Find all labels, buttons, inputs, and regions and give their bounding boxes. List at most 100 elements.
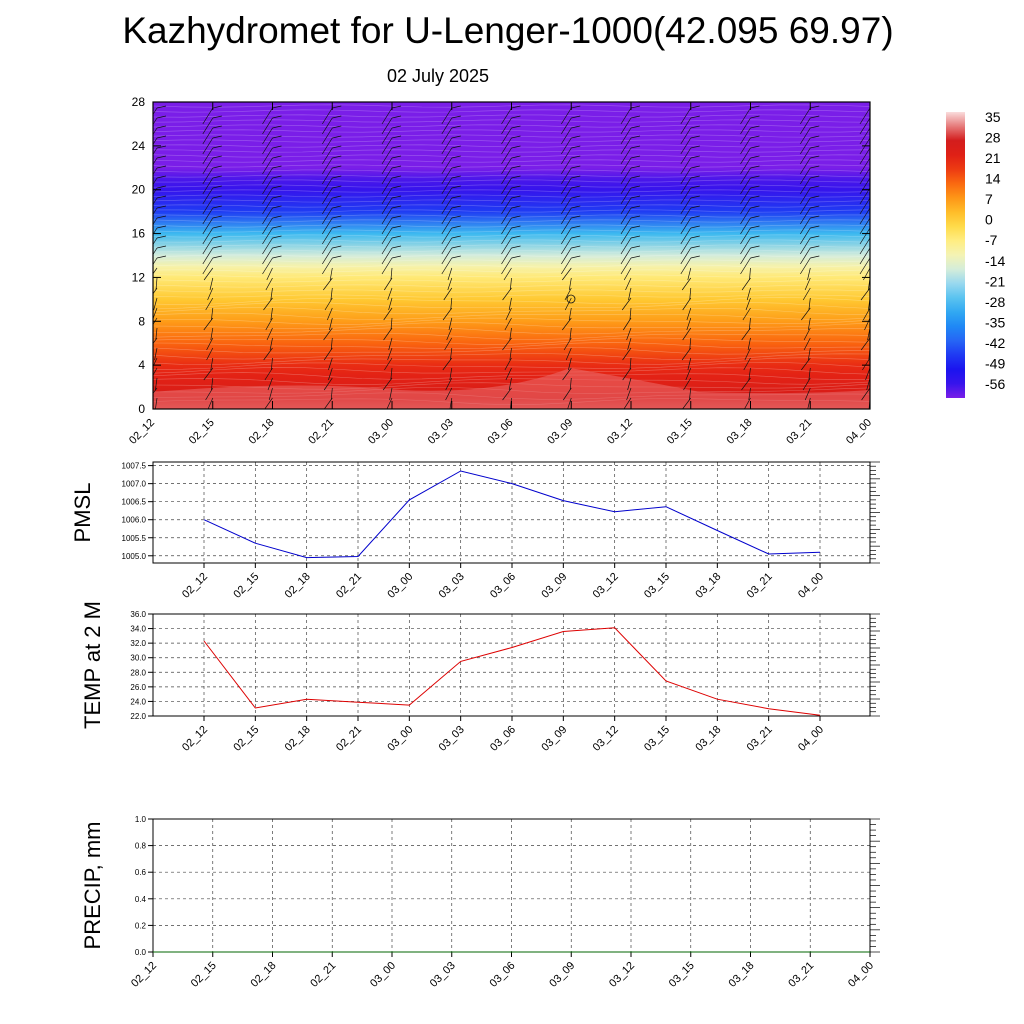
wind-barb xyxy=(620,215,641,235)
wind-barb xyxy=(441,105,461,125)
contour-line xyxy=(153,254,870,258)
wind-barb xyxy=(329,317,333,331)
wind-barb xyxy=(263,347,273,361)
wind-barb xyxy=(322,105,342,125)
wind-barb xyxy=(740,145,760,165)
panel-frame xyxy=(152,461,871,564)
wind-barb xyxy=(620,225,641,245)
wind-barb xyxy=(561,165,581,185)
wind-barb xyxy=(501,185,521,205)
contour-line xyxy=(153,264,870,268)
wind-barb xyxy=(501,145,521,165)
wind-barb xyxy=(682,297,692,311)
wind-barb xyxy=(501,125,521,145)
wind-barb xyxy=(330,387,333,401)
colorbar-label: 14 xyxy=(985,171,1001,187)
wind-barb xyxy=(153,245,167,256)
wind-barb xyxy=(262,145,282,165)
wind-barb xyxy=(153,357,158,368)
wind-barb xyxy=(450,297,453,311)
wind-barb xyxy=(447,277,453,291)
x-tick-label: 02_12 xyxy=(180,724,210,754)
wind-barb xyxy=(202,205,222,225)
y-tick-label: 1.0 xyxy=(135,815,147,824)
wind-barb xyxy=(441,255,461,275)
wind-barb xyxy=(381,195,402,215)
wind-barb xyxy=(561,225,581,245)
wind-barb xyxy=(800,135,820,155)
wind-barb xyxy=(804,387,811,401)
contour-line xyxy=(153,362,870,370)
wind-barb xyxy=(740,255,760,275)
y-tick-label: 1006.0 xyxy=(122,516,147,525)
wind-barb xyxy=(210,357,214,371)
panel-frame xyxy=(152,613,871,717)
wind-barb xyxy=(800,255,820,275)
wind-barb xyxy=(442,357,453,371)
wind-barb xyxy=(743,357,751,371)
wind-barb xyxy=(207,287,214,301)
x-tick-label: 03_12 xyxy=(607,960,637,990)
wind-barb xyxy=(269,337,273,351)
wind-barb xyxy=(262,185,282,205)
wind-barb xyxy=(563,387,572,401)
x-tick-label: 03_03 xyxy=(437,724,467,754)
wind-barb xyxy=(859,247,870,265)
wind-barb xyxy=(864,317,870,331)
wind-barb xyxy=(859,237,870,255)
wind-barb xyxy=(682,397,692,409)
wind-barb xyxy=(262,205,282,225)
wind-barb xyxy=(800,205,820,225)
wind-barb xyxy=(628,287,632,301)
wind-barb xyxy=(744,347,751,361)
wind-barb xyxy=(568,277,572,291)
wind-barb xyxy=(441,235,461,255)
wind-barb xyxy=(681,277,692,291)
y-tick-label: 34.0 xyxy=(130,625,146,634)
wind-barb xyxy=(740,225,760,245)
wind-barb xyxy=(807,347,811,361)
x-tick-label: 04_00 xyxy=(846,960,876,990)
wind-barb xyxy=(441,225,461,245)
wind-barb xyxy=(680,105,700,125)
y-tick-label: 1005.0 xyxy=(122,552,147,561)
colorbar-label: -49 xyxy=(985,355,1005,371)
y-tick-label: 36.0 xyxy=(130,610,146,619)
wind-barb xyxy=(441,215,461,235)
contour-line xyxy=(153,199,870,203)
wind-barb xyxy=(389,387,393,401)
wind-barb xyxy=(562,317,572,331)
wind-barb xyxy=(202,215,222,235)
wind-barb xyxy=(153,387,158,394)
wind-barb xyxy=(446,327,453,341)
wind-barb xyxy=(211,307,214,321)
wind-barb xyxy=(501,165,521,185)
wind-barb xyxy=(501,175,521,195)
wind-barb xyxy=(561,185,581,205)
colorbar-label: 7 xyxy=(985,191,993,207)
wind-barb xyxy=(322,205,342,225)
right-axis-ticks xyxy=(870,613,880,717)
contour-line xyxy=(153,312,870,320)
wind-barb xyxy=(503,267,512,281)
wind-barb xyxy=(807,267,811,281)
wind-barb xyxy=(561,205,581,225)
wind-barb xyxy=(449,397,453,409)
x-tick-label: 03_15 xyxy=(642,724,672,754)
wind-barb xyxy=(505,367,512,381)
wind-barb xyxy=(262,115,282,135)
wind-barb xyxy=(860,337,870,351)
wind-barb xyxy=(623,267,632,281)
wind-barb xyxy=(266,327,273,341)
contour-line xyxy=(153,219,870,223)
x-tick-label: 02_21 xyxy=(308,960,338,990)
wind-barb xyxy=(330,337,333,351)
y-tick-label: 22.0 xyxy=(130,712,146,721)
wind-barb xyxy=(381,185,402,205)
wind-barb xyxy=(686,317,692,331)
wind-barb xyxy=(807,397,811,409)
y-tick-label: 0 xyxy=(138,402,145,416)
wind-barb xyxy=(740,135,760,155)
wind-barb xyxy=(620,165,641,185)
wind-barb xyxy=(203,367,214,381)
